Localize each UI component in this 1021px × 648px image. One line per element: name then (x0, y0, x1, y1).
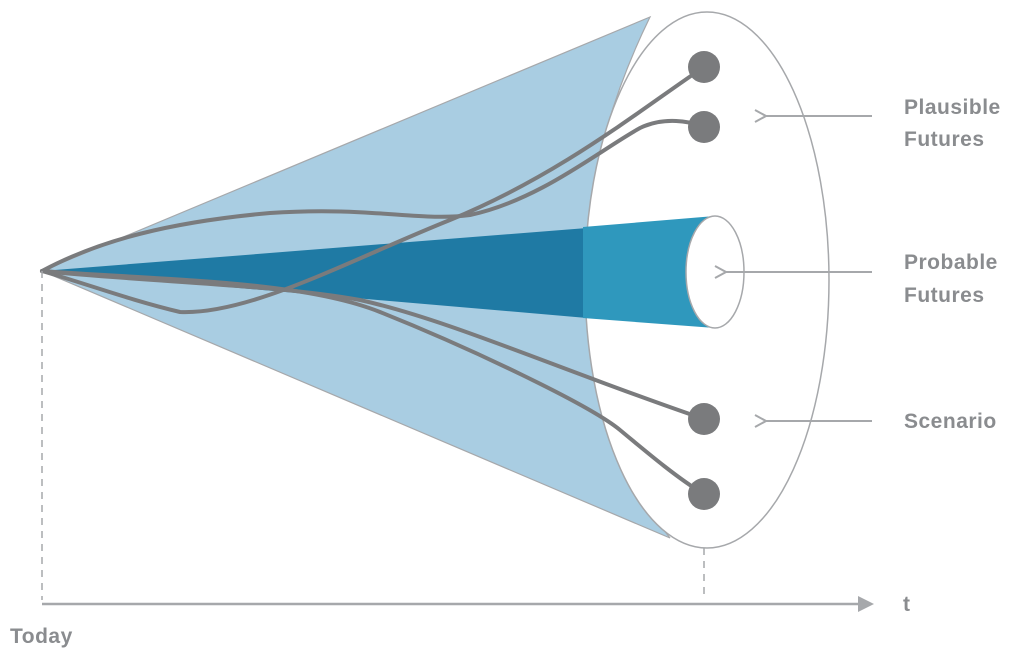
path-to-second-node (40, 118, 706, 273)
probable-cone-inner (42, 228, 587, 318)
scenario-node-3 (688, 403, 720, 435)
scenario-paths (40, 65, 706, 496)
plausible-futures-label-line1: Plausible (904, 96, 1001, 119)
today-label: Today (10, 625, 73, 648)
scenario-label: Scenario (904, 410, 997, 433)
time-axis-label: t (903, 593, 911, 616)
scenario-node-4 (688, 478, 720, 510)
plausible-futures-label-line2: Futures (904, 128, 985, 151)
path-to-bottom-node (40, 269, 706, 496)
probable-futures-label-line2: Futures (904, 284, 985, 307)
probable-cone-outer (583, 216, 715, 328)
path-to-top-node (40, 65, 706, 315)
scenario-node-2 (688, 111, 720, 143)
scenario-node-1 (688, 51, 720, 83)
time-axis-arrowhead (858, 596, 874, 612)
path-to-third-node (40, 269, 706, 421)
probable-futures-label-line1: Probable (904, 251, 998, 274)
